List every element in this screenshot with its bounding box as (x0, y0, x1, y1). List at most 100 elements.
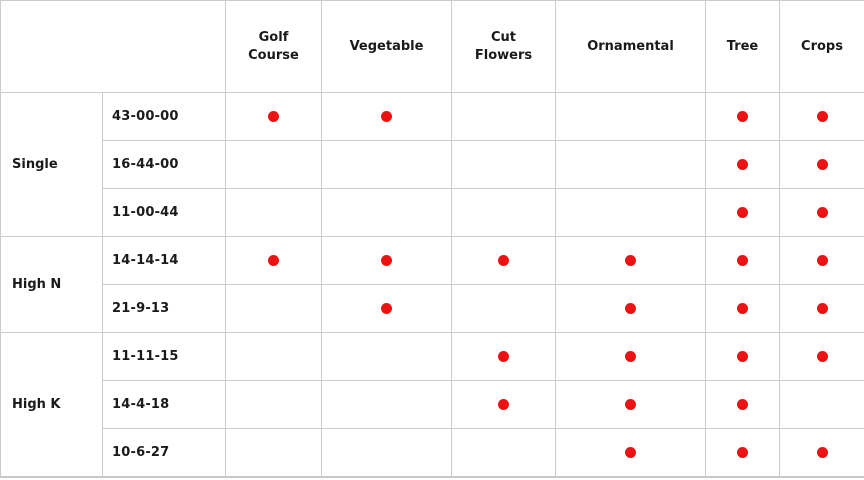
table-row: 14-4-18 (1, 380, 864, 429)
matrix-cell (779, 428, 864, 478)
matrix-cell (779, 284, 864, 333)
dot-icon (816, 111, 828, 122)
table-row: High K 11-11-15 (0, 332, 864, 478)
corner-cell (0, 0, 226, 93)
matrix-cell (779, 188, 864, 237)
column-header-cut-flowers: Cut Flowers (451, 0, 556, 93)
matrix-cell (779, 140, 864, 189)
matrix-cell (451, 236, 556, 285)
dot-icon (816, 207, 828, 218)
column-header-tree: Tree (705, 0, 780, 93)
matrix-cell (555, 380, 706, 429)
dot-icon (625, 351, 636, 362)
dot-icon (737, 207, 748, 218)
dot-icon (381, 255, 392, 266)
dot-icon (381, 303, 392, 314)
matrix-cell (225, 284, 322, 333)
header-row: Golf Course Vegetable Cut Flowers Orname… (0, 0, 864, 93)
formula-label: 10-6-27 (102, 428, 226, 478)
dot-icon (625, 255, 636, 266)
dot-icon (816, 255, 828, 266)
matrix-cell (705, 380, 780, 429)
matrix-cell (225, 140, 322, 189)
matrix-cell (779, 332, 864, 381)
matrix-cell (225, 188, 322, 237)
dot-icon (625, 447, 636, 458)
dot-icon (816, 159, 828, 170)
dot-icon (268, 255, 279, 266)
column-header-vegetable: Vegetable (321, 0, 452, 93)
matrix-cell (225, 236, 322, 285)
dot-icon (498, 399, 509, 410)
matrix-cell (225, 380, 322, 429)
matrix-cell (321, 332, 452, 381)
matrix-cell (705, 332, 780, 381)
row-group-high-k: High K (0, 332, 103, 478)
dot-icon (737, 111, 748, 122)
matrix-cell (705, 284, 780, 333)
matrix-cell (321, 380, 452, 429)
formula-label: 14-14-14 (102, 236, 226, 285)
matrix-cell (451, 140, 556, 189)
column-header-golf-course: Golf Course (225, 0, 322, 93)
matrix-cell (555, 284, 706, 333)
matrix-cell (451, 92, 556, 141)
dot-icon (816, 447, 828, 458)
table-row: 21-9-13 (1, 284, 864, 333)
matrix-cell (225, 92, 322, 141)
dot-icon (268, 111, 279, 122)
matrix-cell (321, 188, 452, 237)
formula-label: 21-9-13 (102, 284, 226, 333)
matrix-cell (451, 332, 556, 381)
formula-label: 11-11-15 (102, 332, 226, 381)
table-row: Single 43-00-00 (0, 92, 864, 237)
matrix-cell (555, 428, 706, 478)
matrix-cell (705, 188, 780, 237)
dot-icon (625, 399, 636, 410)
dot-icon (498, 255, 509, 266)
dot-icon (816, 351, 828, 362)
dot-icon (737, 399, 748, 410)
matrix-cell (779, 236, 864, 285)
matrix-cell (321, 284, 452, 333)
matrix-cell (225, 428, 322, 478)
matrix-cell (779, 380, 864, 429)
matrix-cell (555, 332, 706, 381)
matrix-cell (451, 284, 556, 333)
matrix-cell (705, 92, 780, 141)
table-row: 10-6-27 (1, 428, 864, 478)
row-group-single: Single (0, 92, 103, 237)
matrix-cell (705, 428, 780, 478)
column-header-crops: Crops (779, 0, 864, 93)
matrix-cell (451, 428, 556, 478)
matrix-cell (705, 140, 780, 189)
matrix-cell (321, 140, 452, 189)
matrix-cell (321, 236, 452, 285)
dot-icon (625, 303, 636, 314)
dot-icon (737, 447, 748, 458)
matrix-cell (779, 92, 864, 141)
matrix-cell (705, 236, 780, 285)
table-row: 16-44-00 (1, 140, 864, 189)
table-row: 11-00-44 (1, 188, 864, 237)
matrix-cell (555, 236, 706, 285)
matrix-cell (451, 380, 556, 429)
matrix-cell (555, 92, 706, 141)
matrix-cell (225, 332, 322, 381)
matrix-cell (321, 92, 452, 141)
dot-icon (737, 159, 748, 170)
matrix-cell (321, 428, 452, 478)
column-header-ornamental: Ornamental (555, 0, 706, 93)
formula-label: 43-00-00 (102, 92, 226, 141)
matrix-cell (555, 188, 706, 237)
dot-icon (816, 303, 828, 314)
formula-label: 14-4-18 (102, 380, 226, 429)
matrix-cell (451, 188, 556, 237)
dot-icon (737, 255, 748, 266)
matrix-cell (555, 140, 706, 189)
dot-icon (737, 303, 748, 314)
row-group-high-n: High N (0, 236, 103, 333)
dot-icon (737, 351, 748, 362)
formula-label: 11-00-44 (102, 188, 226, 237)
